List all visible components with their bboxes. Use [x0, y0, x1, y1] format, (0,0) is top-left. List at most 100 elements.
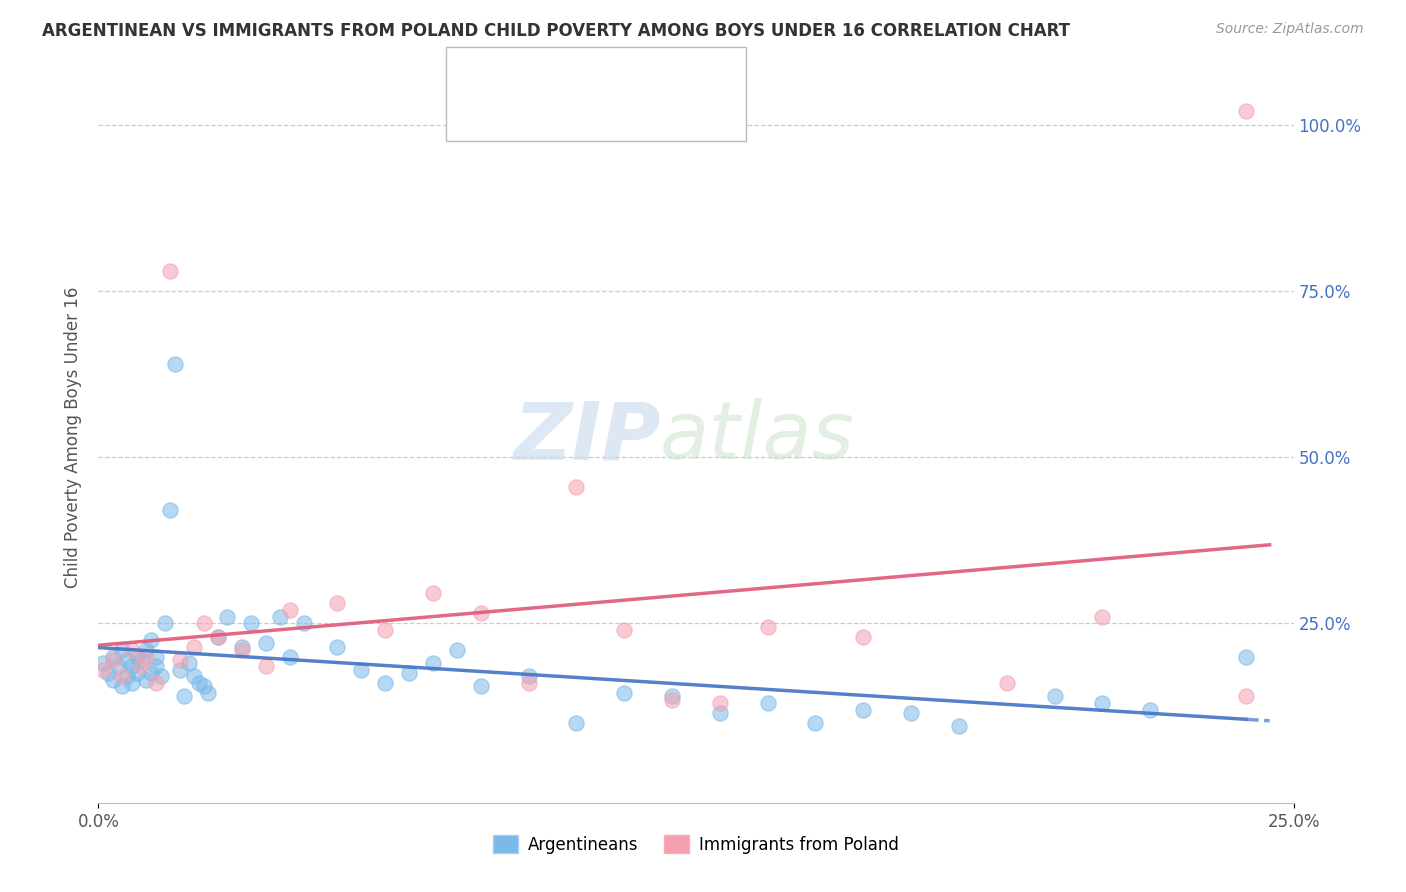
Immigrants from Poland [422, 586, 444, 600]
Immigrants from Poland [231, 643, 253, 657]
Immigrants from Poland [517, 676, 540, 690]
Argentineans [139, 666, 162, 681]
Argentineans [135, 673, 157, 687]
FancyBboxPatch shape [446, 46, 747, 141]
Immigrants from Poland [1234, 690, 1257, 704]
Argentineans [101, 649, 124, 664]
Immigrants from Poland [254, 659, 277, 673]
Argentineans [948, 719, 970, 733]
Argentineans [326, 640, 349, 654]
Immigrants from Poland [193, 616, 215, 631]
Argentineans [111, 643, 134, 657]
Immigrants from Poland [207, 630, 229, 644]
Argentineans [565, 716, 588, 731]
Argentineans [207, 630, 229, 644]
Immigrants from Poland [374, 623, 396, 637]
Argentineans [115, 653, 138, 667]
Argentineans [145, 659, 167, 673]
Argentineans [131, 653, 153, 667]
Immigrants from Poland [661, 692, 683, 706]
Immigrants from Poland [470, 607, 492, 621]
Argentineans [900, 706, 922, 720]
Argentineans [517, 669, 540, 683]
Immigrants from Poland [852, 630, 875, 644]
Argentineans [217, 609, 239, 624]
Immigrants from Poland [111, 669, 134, 683]
Argentineans [292, 616, 315, 631]
Argentineans [139, 632, 162, 647]
Immigrants from Poland [278, 603, 301, 617]
Argentineans [278, 649, 301, 664]
Argentineans [187, 676, 209, 690]
Argentineans [709, 706, 731, 720]
Argentineans [193, 680, 215, 694]
Argentineans [155, 616, 177, 631]
Argentineans [756, 696, 779, 710]
Argentineans [852, 703, 875, 717]
Text: ZIP: ZIP [513, 398, 661, 476]
Argentineans [159, 503, 181, 517]
FancyBboxPatch shape [456, 56, 486, 86]
Immigrants from Poland [169, 653, 191, 667]
Argentineans [179, 656, 201, 670]
Text: ARGENTINEAN VS IMMIGRANTS FROM POLAND CHILD POVERTY AMONG BOYS UNDER 16 CORRELAT: ARGENTINEAN VS IMMIGRANTS FROM POLAND CH… [42, 22, 1070, 40]
Argentineans [374, 676, 396, 690]
Argentineans [121, 659, 143, 673]
Argentineans [231, 640, 253, 654]
Immigrants from Poland [121, 643, 143, 657]
Immigrants from Poland [613, 623, 636, 637]
Argentineans [101, 673, 124, 687]
Argentineans [121, 676, 143, 690]
Immigrants from Poland [565, 480, 588, 494]
Argentineans [111, 680, 134, 694]
Argentineans [1043, 690, 1066, 704]
Immigrants from Poland [1234, 104, 1257, 119]
Argentineans [135, 643, 157, 657]
Immigrants from Poland [159, 264, 181, 278]
Immigrants from Poland [91, 663, 114, 677]
Argentineans [197, 686, 219, 700]
Argentineans [1234, 649, 1257, 664]
Immigrants from Poland [183, 640, 205, 654]
Argentineans [163, 357, 186, 371]
Immigrants from Poland [326, 596, 349, 610]
Immigrants from Poland [1091, 609, 1114, 624]
Argentineans [145, 649, 167, 664]
Immigrants from Poland [131, 659, 153, 673]
FancyBboxPatch shape [456, 101, 486, 130]
Argentineans [1091, 696, 1114, 710]
Argentineans [661, 690, 683, 704]
Argentineans [350, 663, 373, 677]
Argentineans [149, 669, 172, 683]
Argentineans [115, 669, 138, 683]
Argentineans [254, 636, 277, 650]
Argentineans [240, 616, 263, 631]
Immigrants from Poland [145, 676, 167, 690]
Immigrants from Poland [709, 696, 731, 710]
Immigrants from Poland [101, 653, 124, 667]
Immigrants from Poland [756, 619, 779, 633]
Argentineans [398, 666, 420, 681]
Text: Source: ZipAtlas.com: Source: ZipAtlas.com [1216, 22, 1364, 37]
Argentineans [422, 656, 444, 670]
Immigrants from Poland [135, 649, 157, 664]
Argentineans [613, 686, 636, 700]
Y-axis label: Child Poverty Among Boys Under 16: Child Poverty Among Boys Under 16 [65, 286, 83, 588]
Argentineans [169, 663, 191, 677]
Immigrants from Poland [995, 676, 1018, 690]
Argentineans [91, 656, 114, 670]
Argentineans [125, 649, 148, 664]
Text: R = 0.153   N = 29: R = 0.153 N = 29 [499, 108, 655, 123]
Text: R = 0.016   N = 60: R = 0.016 N = 60 [499, 63, 655, 78]
Argentineans [269, 609, 291, 624]
Argentineans [183, 669, 205, 683]
Argentineans [97, 666, 120, 681]
Argentineans [470, 680, 492, 694]
Argentineans [173, 690, 195, 704]
Argentineans [804, 716, 827, 731]
Argentineans [446, 643, 468, 657]
Argentineans [125, 666, 148, 681]
Legend: Argentineans, Immigrants from Poland: Argentineans, Immigrants from Poland [486, 829, 905, 860]
Text: atlas: atlas [661, 398, 855, 476]
Argentineans [107, 659, 129, 673]
